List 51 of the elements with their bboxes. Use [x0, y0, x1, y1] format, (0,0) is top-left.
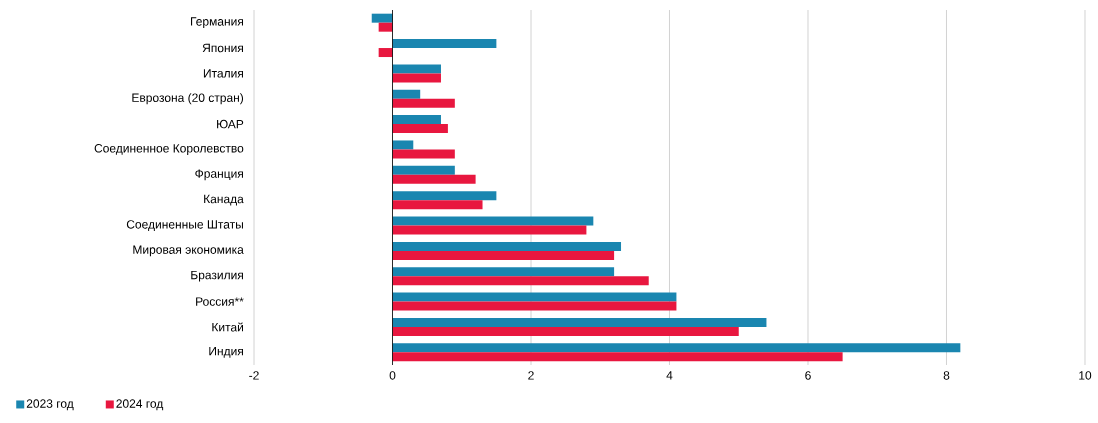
- legend-label: 2023 год: [26, 399, 74, 411]
- bar: [392, 200, 483, 210]
- y-tick-label: Бразилия: [191, 270, 243, 282]
- bar: [392, 326, 739, 336]
- bar: [392, 267, 615, 277]
- bar: [392, 276, 649, 286]
- x-tick-label: 2: [528, 371, 534, 380]
- bar: [392, 149, 455, 159]
- y-tick-label: Мировая экономика: [133, 245, 244, 257]
- bar: [392, 89, 421, 99]
- y-tick-label: Китай: [212, 322, 243, 332]
- bar: [392, 250, 615, 260]
- bar: [392, 292, 677, 302]
- bar: [392, 191, 497, 201]
- bar: [392, 98, 455, 108]
- bar: [371, 13, 393, 23]
- bar: [392, 115, 441, 125]
- bar: [392, 64, 441, 74]
- y-tick-label: Канада: [204, 194, 244, 206]
- bar: [392, 39, 497, 49]
- y-tick-label: ЮАР: [217, 119, 244, 129]
- bar: [378, 48, 393, 58]
- bar: [392, 73, 441, 83]
- x-tick-label: 4: [666, 371, 673, 380]
- bar: [392, 216, 594, 226]
- bar: [392, 352, 843, 362]
- bar: [392, 174, 476, 184]
- x-tick-label: -2: [249, 371, 259, 380]
- bar: [392, 225, 587, 235]
- bar: [378, 22, 393, 32]
- y-tick-label: Италия: [203, 69, 243, 78]
- y-tick-label: Франция: [195, 169, 243, 181]
- bar: [392, 124, 448, 134]
- y-tick-label: Германия: [191, 17, 243, 29]
- bar: [392, 317, 767, 327]
- x-tick-label: 10: [1079, 371, 1092, 380]
- bar: [392, 140, 414, 150]
- x-tick-label: 8: [943, 371, 950, 380]
- y-tick-label: Соединенные Штаты: [126, 220, 243, 231]
- y-tick-label: Россия**: [196, 297, 244, 306]
- bar: [392, 343, 961, 353]
- legend-label: 2024 год: [116, 399, 164, 411]
- bar: [392, 241, 622, 251]
- y-tick-label: Япония: [202, 43, 243, 53]
- x-tick-label: 0: [389, 371, 396, 380]
- bar: [392, 165, 455, 175]
- bar: [392, 301, 677, 311]
- y-tick-label: Еврозона (20 стран): [132, 93, 244, 105]
- y-tick-label: Индия: [209, 346, 243, 358]
- x-tick-label: 6: [805, 371, 811, 380]
- y-tick-label: Соединенное Королевство: [94, 144, 244, 155]
